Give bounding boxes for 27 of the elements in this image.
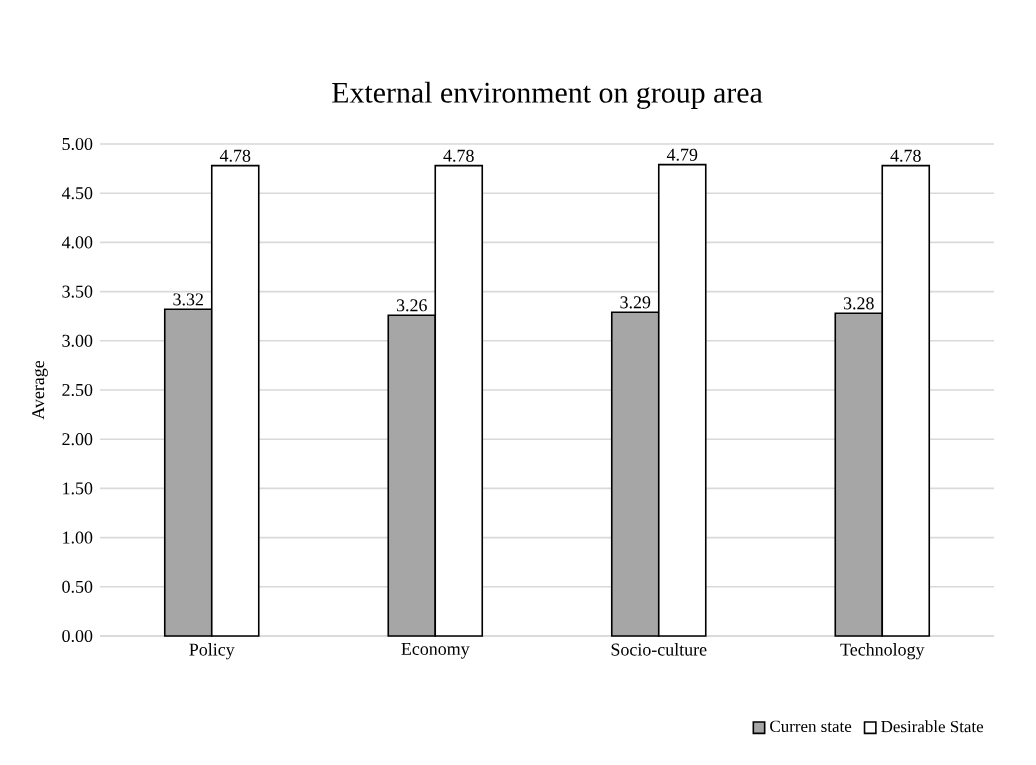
y-tick-label: 0.00 (62, 629, 93, 643)
y-tick-label: 4.50 (61, 187, 93, 200)
data-label: 3.29 (620, 296, 651, 309)
x-tick-label: Economy (401, 643, 470, 659)
x-tick-label: Socio-culture (611, 643, 707, 656)
y-tick-label: 0.50 (62, 580, 93, 593)
y-tick-label: 5.00 (62, 137, 93, 151)
y-tick-label: 2.00 (62, 433, 93, 446)
x-tick-label: Policy (189, 643, 235, 660)
y-tick-label: 1.50 (63, 482, 93, 495)
data-label: 3.28 (843, 297, 874, 310)
data-label: 4.78 (443, 149, 474, 162)
data-label: 3.32 (173, 293, 203, 306)
y-axis-title: Average (32, 360, 48, 420)
data-label: 4.78 (219, 149, 251, 162)
data-label: 4.78 (890, 149, 921, 162)
legend-label: Curren state (770, 720, 852, 733)
data-label: 4.79 (666, 148, 698, 161)
y-tick-label: 1.00 (63, 531, 93, 544)
legend-label: Desirable State (881, 720, 984, 733)
y-tick-label: 4.00 (61, 236, 93, 249)
y-tick-label: 3.50 (62, 285, 93, 298)
data-label: 3.26 (396, 299, 427, 312)
chart-title: External environment on group area (332, 81, 763, 109)
y-tick-label: 3.00 (62, 334, 93, 347)
x-tick-label: Technology (840, 643, 925, 660)
y-tick-label: 2.50 (62, 383, 93, 397)
